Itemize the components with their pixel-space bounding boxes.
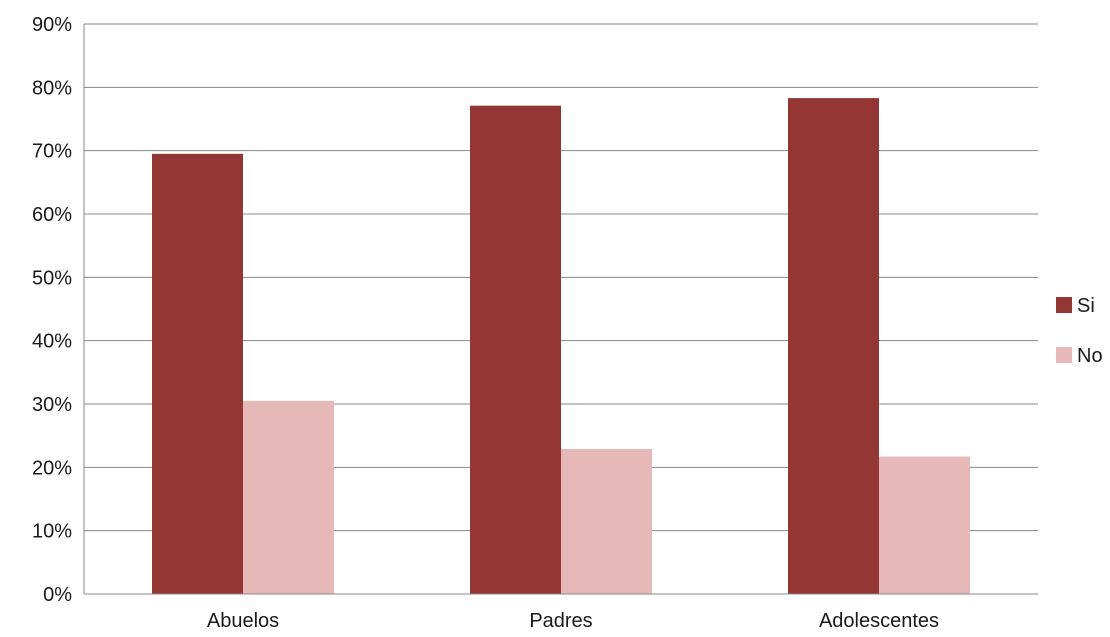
y-tick-label: 50% — [32, 267, 72, 289]
x-tick-label: Abuelos — [207, 610, 279, 632]
y-tick-label: 10% — [32, 521, 72, 543]
bar-si-adolescentes — [788, 98, 879, 594]
axes — [83, 24, 1038, 595]
legend-label-no: No — [1077, 345, 1103, 367]
legend-swatch-no — [1056, 347, 1072, 363]
y-tick-label: 80% — [32, 77, 72, 99]
labels: 0% 10% 20% 30% 40% 50% 60% 70% 80% 90% Abuelos Padr… — [32, 14, 939, 632]
y-tick-label: 90% — [32, 14, 72, 36]
bar-si-padres — [470, 105, 561, 594]
y-tick-label: 30% — [32, 394, 72, 416]
x-tick-label: Padres — [529, 610, 592, 632]
y-tick-label: 60% — [32, 204, 72, 226]
bar-no-abuelos — [243, 400, 334, 594]
x-tick-label: Adolescentes — [819, 610, 939, 632]
bars — [152, 98, 970, 595]
y-tick-label: 70% — [32, 141, 72, 163]
bar-no-padres — [561, 448, 652, 594]
y-tick-label: 20% — [32, 457, 72, 479]
legend: Si No — [1056, 295, 1103, 367]
y-tick-label: 0% — [43, 584, 72, 606]
y-tick-label: 40% — [32, 331, 72, 353]
legend-label-si: Si — [1077, 295, 1095, 317]
bar-no-adolescentes — [879, 456, 970, 594]
bar-si-abuelos — [152, 153, 243, 595]
legend-swatch-si — [1056, 297, 1072, 313]
